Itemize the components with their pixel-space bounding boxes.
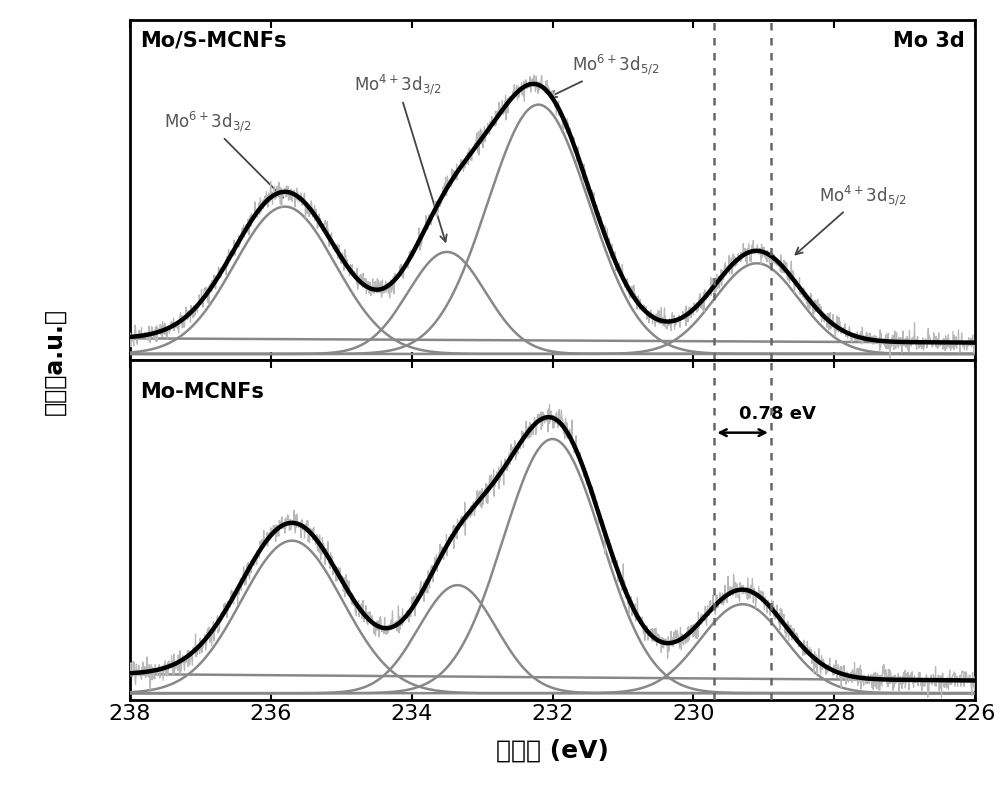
Text: 强度（a.u.）: 强度（a.u.） (43, 308, 67, 415)
Text: 0.78 eV: 0.78 eV (739, 405, 816, 423)
Text: Mo$^{4+}$3d$_{5/2}$: Mo$^{4+}$3d$_{5/2}$ (796, 183, 906, 255)
Text: Mo 3d: Mo 3d (893, 31, 964, 51)
Text: Mo/S-MCNFs: Mo/S-MCNFs (141, 31, 287, 51)
Text: Mo$^{4+}$3d$_{3/2}$: Mo$^{4+}$3d$_{3/2}$ (354, 72, 447, 242)
X-axis label: 结合能 (eV): 结合能 (eV) (496, 738, 609, 762)
Text: Mo$^{6+}$3d$_{5/2}$: Mo$^{6+}$3d$_{5/2}$ (550, 53, 660, 97)
Text: Mo$^{6+}$3d$_{3/2}$: Mo$^{6+}$3d$_{3/2}$ (164, 109, 283, 197)
Text: Mo-MCNFs: Mo-MCNFs (141, 382, 264, 402)
